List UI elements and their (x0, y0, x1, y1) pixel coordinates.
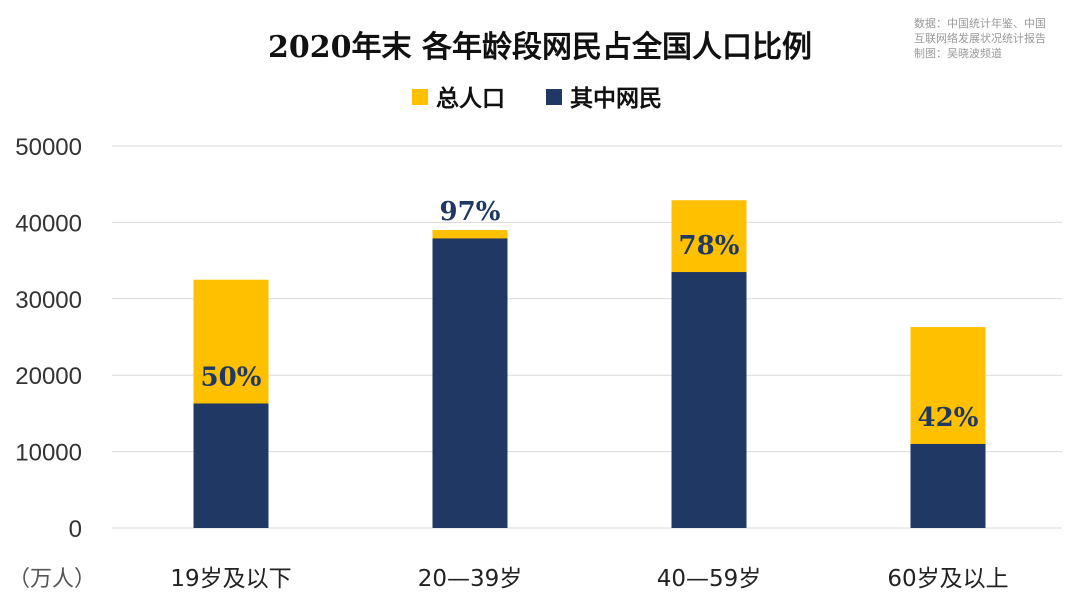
legend-swatch (412, 89, 428, 105)
x-tick-label: 20—39岁 (418, 566, 523, 592)
data-label: 50% (201, 362, 262, 392)
x-tick-label: 19岁及以下 (170, 566, 291, 592)
legend-label: 其中网民 (570, 86, 662, 112)
y-tick-label: 20000 (15, 363, 82, 390)
legend-label: 总人口 (436, 85, 505, 112)
bar-internet-users (432, 238, 508, 528)
data-label: 78% (679, 231, 740, 261)
chart-title: 2020年末 各年龄段网民占全国人口比例 (268, 30, 812, 65)
y-tick-label: 0 (69, 516, 82, 543)
bar-internet-users (910, 443, 986, 528)
source-note: 数据：中国统计年鉴、中国 互联网络发展状况统计报告 制图：吴晓波频道 (914, 16, 1064, 61)
y-tick-label: 40000 (15, 210, 82, 237)
y-tick-label: 30000 (15, 287, 82, 314)
bar-internet-users (193, 403, 269, 528)
y-axis-unit: （万人） (8, 567, 96, 592)
legend-swatch (546, 89, 562, 105)
source-line: 制图：吴晓波频道 (914, 47, 1002, 60)
data-label: 42% (918, 403, 979, 433)
source-line: 数据：中国统计年鉴、中国 (914, 17, 1046, 30)
x-tick-label: 60岁及以上 (887, 566, 1008, 592)
x-tick-label: 40—59岁 (657, 566, 762, 592)
data-label: 97% (440, 197, 501, 227)
y-tick-label: 50000 (15, 134, 82, 161)
source-line: 互联网络发展状况统计报告 (914, 32, 1046, 45)
y-tick-label: 10000 (15, 440, 82, 467)
bar-internet-users (671, 272, 747, 528)
